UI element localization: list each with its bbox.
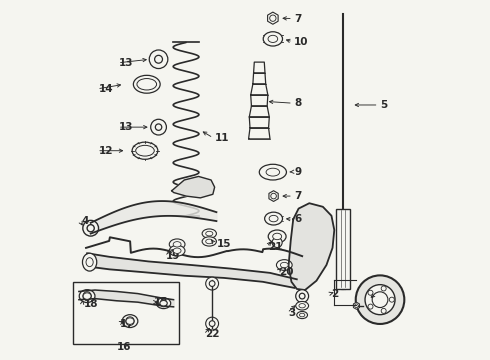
Circle shape xyxy=(149,50,168,68)
Text: 22: 22 xyxy=(205,329,220,339)
Ellipse shape xyxy=(169,246,185,256)
Circle shape xyxy=(83,292,92,300)
Ellipse shape xyxy=(299,313,305,317)
Text: 1: 1 xyxy=(377,289,385,298)
Text: 7: 7 xyxy=(294,14,302,23)
Ellipse shape xyxy=(173,242,181,247)
Ellipse shape xyxy=(156,298,171,309)
Circle shape xyxy=(299,293,305,299)
Circle shape xyxy=(209,281,215,287)
Circle shape xyxy=(87,225,94,232)
Ellipse shape xyxy=(133,75,160,93)
Bar xyxy=(73,282,179,343)
Circle shape xyxy=(356,275,404,324)
Text: 21: 21 xyxy=(268,242,283,252)
Ellipse shape xyxy=(132,142,158,159)
Circle shape xyxy=(155,55,163,63)
Circle shape xyxy=(143,81,150,88)
Polygon shape xyxy=(269,191,278,202)
Ellipse shape xyxy=(269,215,278,222)
Text: 18: 18 xyxy=(83,299,98,309)
Ellipse shape xyxy=(169,239,185,249)
Circle shape xyxy=(126,317,134,325)
Text: 8: 8 xyxy=(294,98,301,108)
Circle shape xyxy=(209,321,215,327)
Circle shape xyxy=(381,309,386,314)
Text: 18: 18 xyxy=(154,297,169,307)
Ellipse shape xyxy=(272,233,282,240)
Text: 16: 16 xyxy=(117,342,131,352)
Ellipse shape xyxy=(79,290,95,302)
Circle shape xyxy=(155,124,162,130)
Text: 10: 10 xyxy=(294,37,309,47)
Text: 17: 17 xyxy=(120,319,135,329)
Circle shape xyxy=(271,193,276,199)
Circle shape xyxy=(270,15,276,21)
Text: 2: 2 xyxy=(331,289,339,298)
Circle shape xyxy=(272,238,282,248)
Ellipse shape xyxy=(202,229,217,238)
Text: 20: 20 xyxy=(279,267,294,277)
Ellipse shape xyxy=(82,253,97,271)
Polygon shape xyxy=(289,203,334,290)
Polygon shape xyxy=(172,176,215,198)
Ellipse shape xyxy=(206,231,213,236)
Circle shape xyxy=(372,292,388,307)
Text: 13: 13 xyxy=(119,58,134,68)
Circle shape xyxy=(296,290,309,302)
Ellipse shape xyxy=(259,164,287,180)
Ellipse shape xyxy=(86,258,93,267)
Ellipse shape xyxy=(137,78,157,90)
Ellipse shape xyxy=(83,293,91,299)
Circle shape xyxy=(390,297,394,302)
Text: 4: 4 xyxy=(81,216,89,226)
Ellipse shape xyxy=(263,32,283,46)
Text: 7: 7 xyxy=(294,191,302,201)
Ellipse shape xyxy=(126,318,134,324)
Text: 13: 13 xyxy=(119,122,134,132)
Ellipse shape xyxy=(266,168,280,176)
Ellipse shape xyxy=(202,237,217,246)
Ellipse shape xyxy=(268,230,286,243)
Ellipse shape xyxy=(280,262,288,268)
Ellipse shape xyxy=(265,212,283,225)
Ellipse shape xyxy=(122,315,138,328)
Ellipse shape xyxy=(296,301,309,310)
Bar xyxy=(336,208,350,289)
Circle shape xyxy=(368,290,373,295)
Text: 3: 3 xyxy=(289,308,296,318)
Polygon shape xyxy=(268,12,278,24)
Circle shape xyxy=(355,304,358,307)
Text: 5: 5 xyxy=(380,100,387,110)
Circle shape xyxy=(83,220,98,236)
Text: 9: 9 xyxy=(294,167,301,177)
Circle shape xyxy=(160,300,167,307)
Text: 11: 11 xyxy=(215,133,229,143)
Circle shape xyxy=(151,119,167,135)
Ellipse shape xyxy=(160,301,167,306)
Text: 15: 15 xyxy=(217,239,231,249)
Circle shape xyxy=(206,277,219,290)
Circle shape xyxy=(381,286,386,291)
Circle shape xyxy=(206,317,219,330)
Polygon shape xyxy=(353,302,360,309)
Circle shape xyxy=(365,285,395,315)
Circle shape xyxy=(368,304,373,309)
Ellipse shape xyxy=(268,35,278,42)
Ellipse shape xyxy=(276,260,292,270)
Ellipse shape xyxy=(297,311,308,319)
Text: 12: 12 xyxy=(98,146,113,156)
Text: 6: 6 xyxy=(294,214,301,224)
Ellipse shape xyxy=(173,248,181,253)
Ellipse shape xyxy=(206,239,213,244)
Ellipse shape xyxy=(299,303,305,308)
Text: 19: 19 xyxy=(166,251,180,261)
Text: 14: 14 xyxy=(98,84,113,94)
